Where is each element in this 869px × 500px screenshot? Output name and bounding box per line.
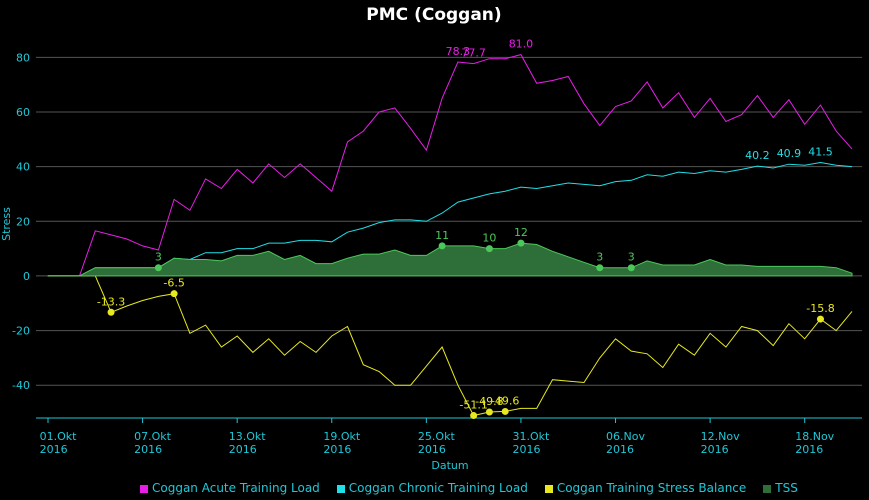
value-label: -49.6: [491, 394, 519, 407]
point-marker: [470, 412, 478, 420]
value-label: 12: [514, 226, 528, 239]
x-tick-label: 13.Okt 2016: [228, 430, 266, 456]
legend-swatch: [140, 485, 148, 493]
legend-swatch: [544, 485, 553, 493]
x-tick-label: 31.Okt 2016: [512, 430, 550, 456]
value-label: -13.3: [97, 295, 125, 308]
x-tick-label: 06.Nov 2016: [606, 430, 645, 456]
value-label: 78.3: [446, 45, 471, 58]
value-label: -6.5: [163, 277, 184, 290]
value-label: 11: [435, 229, 449, 242]
value-label: 77.7: [461, 47, 486, 60]
value-label: 3: [596, 251, 603, 264]
y-axis-label: Stress: [0, 207, 13, 241]
x-tick-label: 01.Okt 2016: [39, 430, 77, 456]
value-label: 40.9: [777, 147, 802, 160]
legend-label: Coggan Acute Training Load: [152, 481, 320, 495]
series-line: [48, 54, 853, 277]
legend-swatch: [336, 485, 345, 493]
value-label: 10: [482, 232, 496, 245]
value-label: -49.8: [475, 395, 503, 408]
point-marker: [438, 242, 446, 250]
legend-label: Coggan Training Stress Balance: [556, 481, 747, 495]
value-label: 41.5: [808, 146, 833, 159]
point-marker: [485, 408, 493, 416]
point-marker: [154, 264, 162, 272]
y-tick-label: 80: [16, 51, 30, 64]
point-marker: [517, 239, 525, 247]
point-marker: [816, 315, 824, 323]
series-area: [47, 242, 853, 277]
value-label: -51.1: [459, 399, 487, 412]
value-label: 40.2: [745, 149, 770, 162]
x-tick-label: 25.Okt 2016: [417, 430, 455, 456]
value-label: 3: [155, 251, 162, 264]
point-marker: [596, 264, 604, 272]
y-tick-label: -20: [12, 325, 30, 338]
y-tick-label: 40: [16, 161, 30, 174]
y-tick-label: 0: [23, 270, 30, 283]
x-tick-label: 18.Nov 2016: [795, 430, 835, 456]
x-tick-label: 07.Okt 2016: [134, 430, 171, 456]
y-tick-label: -40: [12, 379, 30, 392]
y-tick-label: 60: [16, 106, 30, 119]
value-label: 3: [628, 251, 635, 264]
value-label: -15.8: [806, 302, 834, 315]
series-line: [48, 275, 853, 417]
point-marker: [485, 245, 493, 253]
point-marker: [501, 407, 509, 415]
chart-title: PMC (Coggan): [366, 5, 501, 25]
x-tick-label: 12.Nov 2016: [700, 430, 740, 456]
point-marker: [627, 264, 635, 272]
x-axis-label: Datum: [431, 459, 468, 472]
x-tick-label: 19.Okt 2016: [323, 430, 361, 456]
point-marker: [170, 290, 178, 298]
y-tick-label: 20: [16, 215, 30, 228]
legend-swatch: [763, 485, 772, 493]
point-marker: [107, 308, 115, 316]
value-label: 81.0: [509, 38, 534, 51]
legend-label: Coggan Chronic Training Load: [348, 481, 528, 495]
legend-label: TSS: [775, 481, 798, 495]
